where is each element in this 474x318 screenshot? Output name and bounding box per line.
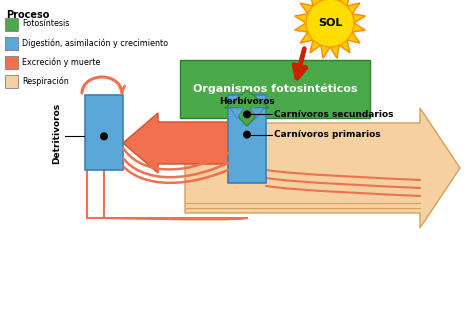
Bar (85, 95, 123, 170)
Bar (180, 60, 370, 118)
Text: Herbívoros: Herbívoros (219, 97, 275, 106)
Polygon shape (250, 108, 264, 118)
Circle shape (243, 131, 251, 139)
Bar (228, 95, 266, 183)
Circle shape (306, 0, 354, 47)
Circle shape (100, 132, 108, 140)
Polygon shape (295, 0, 365, 58)
Text: Organismos fotosintéticos: Organismos fotosintéticos (193, 84, 357, 94)
Text: Respiración: Respiración (22, 76, 69, 86)
Text: Proceso: Proceso (6, 10, 49, 20)
Text: SOL: SOL (318, 18, 342, 28)
Text: Digestión, asimilación y crecimiento: Digestión, asimilación y crecimiento (22, 38, 168, 48)
Bar (5, 37, 18, 50)
Text: Fotosíntesis: Fotosíntesis (22, 19, 69, 29)
Bar (5, 75, 18, 88)
Text: Carnívoros secundarios: Carnívoros secundarios (274, 110, 393, 119)
Text: Excreción y muerte: Excreción y muerte (22, 57, 100, 67)
Polygon shape (185, 108, 460, 228)
Text: Carnívoros primarios: Carnívoros primarios (274, 130, 381, 139)
Bar (5, 18, 18, 31)
Polygon shape (230, 108, 244, 118)
Circle shape (243, 110, 251, 118)
Bar (5, 56, 18, 69)
Polygon shape (123, 113, 250, 173)
Polygon shape (225, 90, 269, 126)
Text: Detritivoros: Detritivoros (53, 102, 62, 163)
